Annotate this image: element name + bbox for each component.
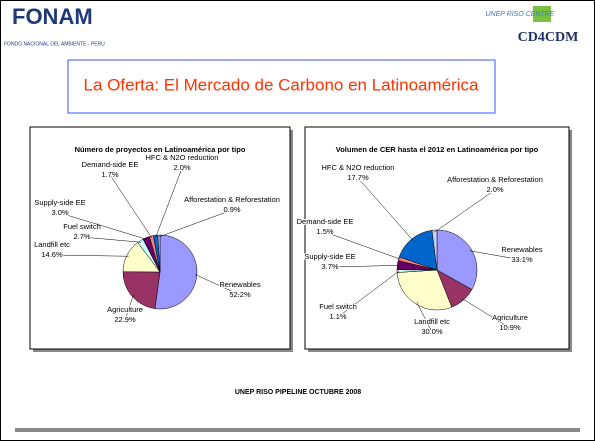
slice-value: 3.0%: [51, 208, 68, 217]
slide-title: La Oferta: El Mercado de Carbono en Lati…: [83, 75, 479, 94]
pie-slice: [396, 269, 453, 311]
title-box: [67, 59, 496, 114]
chart-title: Número de proyectos en Latinoamérica por…: [75, 145, 246, 154]
footer: UNEP RISO PIPELINE OCTUBRE 2008: [235, 389, 361, 396]
slice-label: Fuel switch: [319, 302, 357, 311]
leader-line: [357, 177, 414, 241]
slice-label: Afforestation & Reforestation: [447, 175, 543, 184]
leader-line: [51, 254, 129, 257]
slice-label: Fuel switch: [63, 222, 101, 231]
slice-value: 52.2%: [229, 290, 251, 299]
slice-label: HFC & N2O reduction: [146, 153, 219, 162]
chart-frame: [304, 126, 570, 350]
slice-value: 2.0%: [173, 163, 190, 172]
slice-value: 0.9%: [223, 205, 240, 214]
pie-slice: [431, 229, 438, 271]
leader-line: [324, 231, 401, 260]
leader-line: [329, 265, 400, 268]
leader-line: [469, 250, 523, 261]
slice-value: 30.0%: [421, 327, 443, 336]
slice-value: 3.7%: [321, 262, 338, 271]
slice-label: Landfill etc: [34, 240, 70, 249]
slice-label: Supply-side EE: [304, 252, 355, 261]
slice-value: 33.1%: [511, 255, 533, 264]
slice-label: Demand-side EE: [82, 160, 139, 169]
pie-slice: [157, 234, 161, 273]
leader-line: [194, 274, 241, 296]
slice-value: 2.0%: [486, 185, 503, 194]
chart-title: Volumen de CER hasta el 2012 en Latinoam…: [336, 145, 539, 154]
pie-slice: [154, 234, 198, 310]
slice-label: Renewables: [501, 245, 543, 254]
pie-slice: [436, 229, 478, 290]
slice-value: 14.6%: [41, 250, 63, 259]
slice-value: 2.7%: [73, 232, 90, 241]
left-logo: FONAM: [12, 4, 93, 29]
slice-label: Afforestation & Reforestation: [184, 195, 280, 204]
leader-line: [158, 209, 233, 238]
slice-label: Landfill etc: [414, 317, 450, 326]
right-logo: CD4CDM: [518, 30, 579, 45]
slice-value: 22.9%: [114, 315, 136, 324]
leader-line: [81, 236, 142, 243]
slice-value: 10.9%: [499, 323, 521, 332]
leader-line: [461, 298, 511, 329]
slice-value: 1.5%: [316, 227, 333, 236]
footer-bar: [15, 428, 580, 432]
slice-label: HFC & N2O reduction: [322, 163, 395, 172]
leader-line: [337, 270, 400, 318]
slice-label: Renewables: [219, 280, 261, 289]
left-logo-subtitle: FONDO NACIONAL DEL AMBIENTE - PERU: [4, 41, 105, 47]
slice-label: Demand-side EE: [297, 217, 354, 226]
leader-line: [124, 294, 134, 321]
leader-line: [59, 212, 147, 240]
logo-grid: [533, 6, 551, 22]
slice-value: 1.7%: [101, 170, 118, 179]
leader-line: [155, 167, 183, 238]
leader-line: [434, 189, 496, 233]
pie-slice: [122, 271, 161, 309]
leader-line: [416, 301, 433, 333]
slice-value: 17.7%: [347, 173, 369, 182]
slice-label: Agriculture: [107, 305, 143, 314]
leader-line: [109, 174, 153, 238]
slice-label: Supply-side EE: [34, 198, 85, 207]
right-logo-top: UNEP RISO CENTRE: [486, 11, 555, 18]
slice-value: 1.1%: [329, 312, 346, 321]
slice-label: Agriculture: [492, 313, 528, 322]
